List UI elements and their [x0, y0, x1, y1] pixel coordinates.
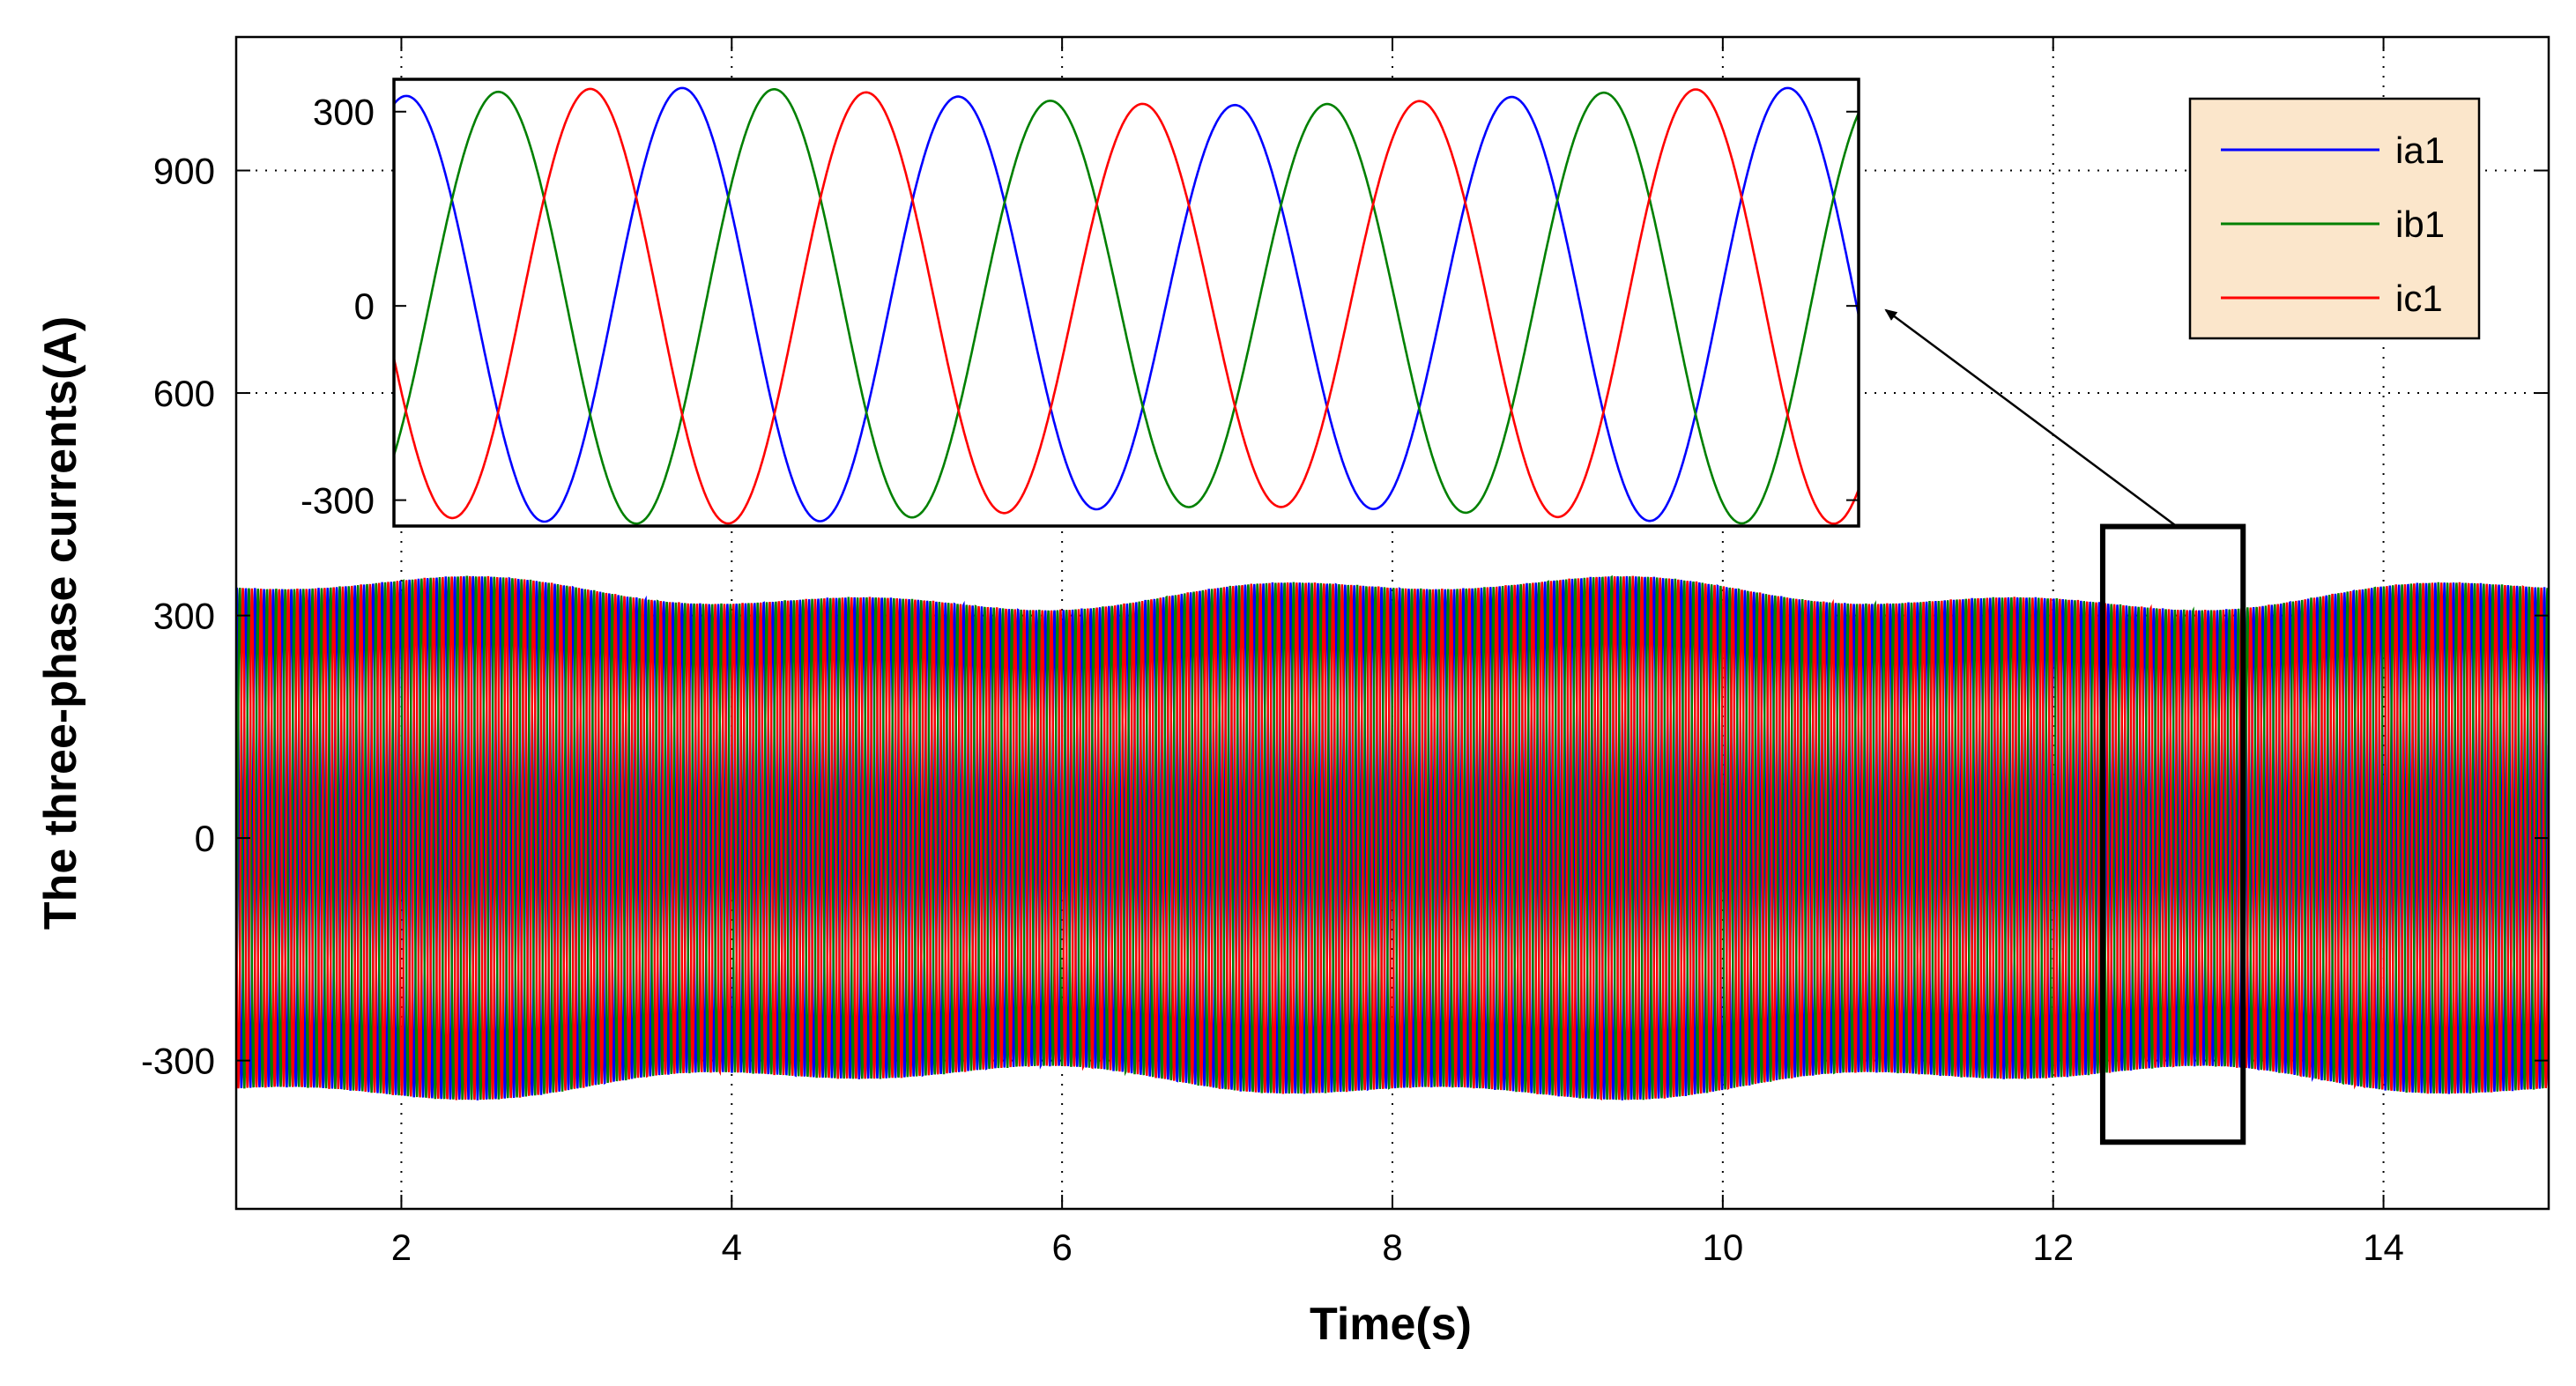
y-tick-label: 300: [153, 596, 215, 637]
y-tick-label: 900: [153, 151, 215, 192]
inset-axis-ticks: 300 0 -300: [301, 92, 1859, 522]
x-tick-label: 6: [1051, 1227, 1072, 1268]
series-layer: [236, 574, 2549, 1101]
x-tick-label: 12: [2032, 1227, 2074, 1268]
legend-label-ib1: ib1: [2395, 204, 2445, 245]
zoom-arrow: [1884, 308, 2176, 527]
inset-frame: [392, 78, 1860, 528]
zoom-region-box: [2099, 523, 2246, 1145]
inset-series-line-ib1: [394, 88, 1859, 525]
inset-series-line-ia1: [394, 86, 1859, 523]
inset-y-tick-label: 300: [313, 92, 375, 133]
y-tick-label: -300: [141, 1041, 215, 1082]
axis-ticks: 2 4 6 8 10 12 14 -300 0 300 600 900: [141, 37, 2549, 1268]
y-tick-label: 600: [153, 373, 215, 414]
x-tick-label: 4: [722, 1227, 742, 1268]
inset-y-tick-label: -300: [301, 480, 375, 522]
y-axis-label: The three-phase currents(A): [35, 316, 86, 930]
legend-label-ia1: ia1: [2395, 130, 2445, 171]
inset-series-line-ic1: [394, 87, 1859, 525]
legend-label-ic1: ic1: [2395, 278, 2443, 319]
inset-plot: 300 0 -300: [301, 78, 1860, 528]
y-tick-label: 0: [195, 818, 215, 859]
series-line-ic1: [236, 575, 2549, 1101]
inset-y-tick-label: 0: [354, 285, 375, 327]
legend: ia1 ib1 ic1: [2188, 97, 2481, 340]
x-tick-label: 14: [2363, 1227, 2404, 1268]
x-axis-label: Time(s): [1310, 1299, 1472, 1350]
x-tick-label: 10: [1702, 1227, 1743, 1268]
legend-items: ia1 ib1 ic1: [2221, 130, 2445, 319]
inset-series-layer: [394, 86, 1859, 525]
x-tick-label: 8: [1382, 1227, 1402, 1268]
x-tick-label: 2: [391, 1227, 412, 1268]
